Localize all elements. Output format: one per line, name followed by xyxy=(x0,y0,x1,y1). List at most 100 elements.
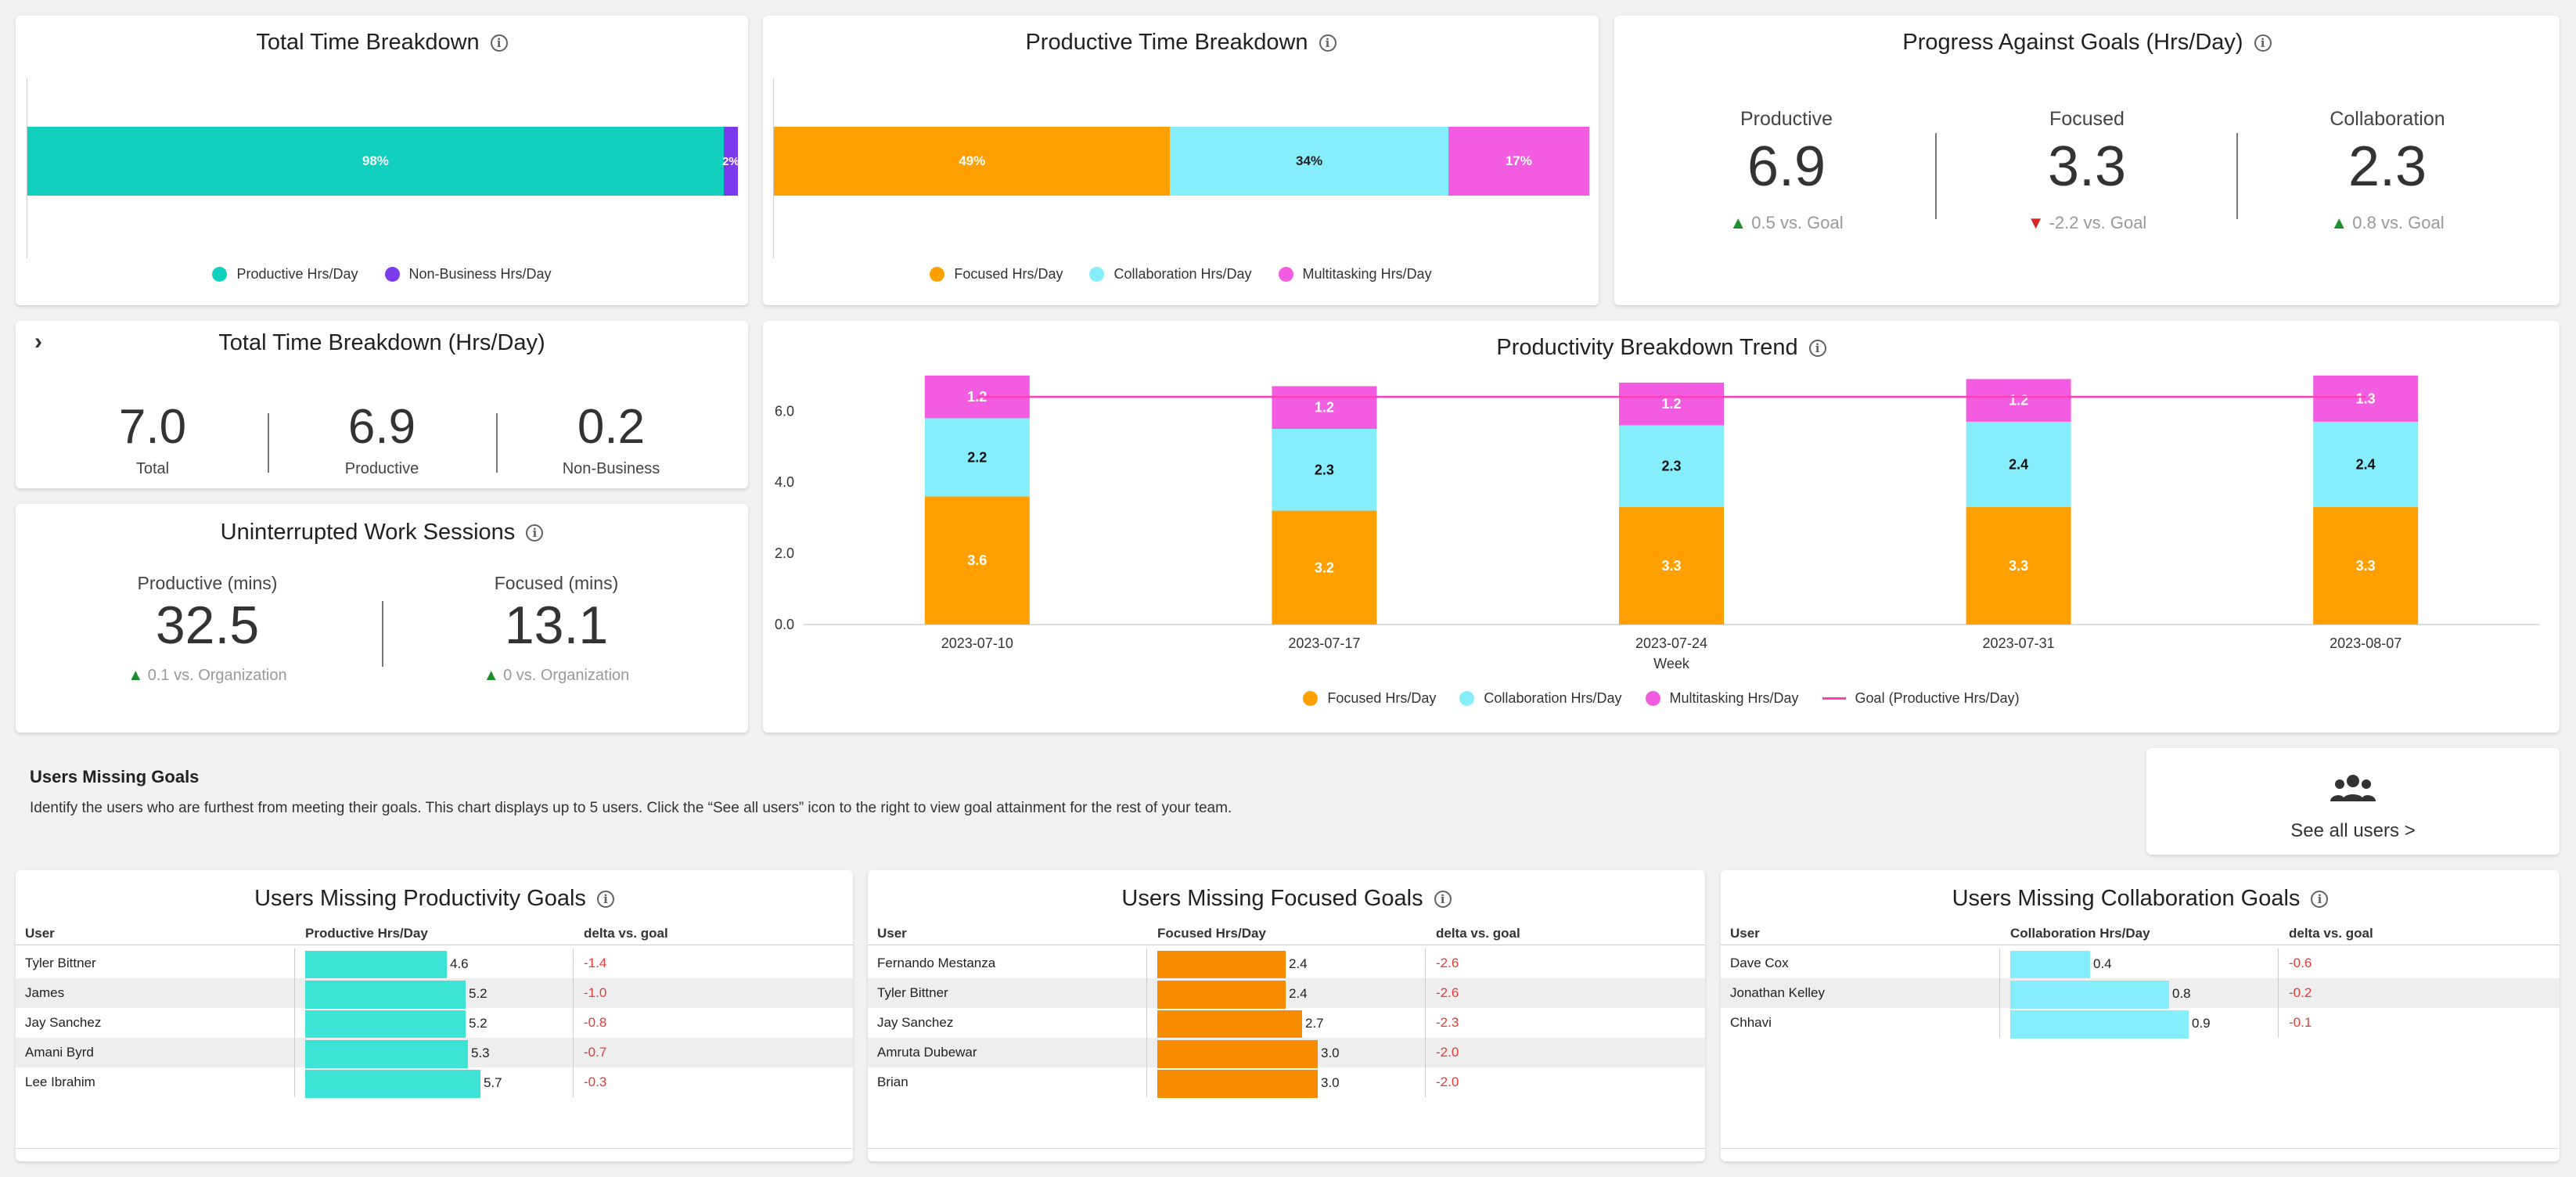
table-row[interactable]: Tyler Bittner 4.6 -1.4 xyxy=(16,948,853,979)
legend-item-multitasking[interactable]: Multitasking Hrs/Day xyxy=(1278,266,1432,283)
table-row[interactable]: Brian 3.0 -2.0 xyxy=(868,1067,1705,1098)
column-header-delta[interactable]: delta vs. goal xyxy=(2289,925,2373,941)
bar-segment[interactable] xyxy=(1619,425,1724,507)
value-bar[interactable] xyxy=(1157,1010,1302,1038)
info-icon[interactable]: i xyxy=(2311,890,2329,908)
table-row[interactable]: Dave Cox 0.4 -0.6 xyxy=(1721,948,2560,979)
table-row[interactable]: Jonathan Kelley 0.8 -0.2 xyxy=(1721,978,2560,1009)
expand-chevron-icon[interactable]: › xyxy=(34,329,42,355)
legend-item-focused[interactable]: Focused Hrs/Day xyxy=(1303,690,1436,707)
table-title: Users Missing Collaboration Goals i xyxy=(1721,886,2560,912)
multitasking-segment[interactable]: 17% xyxy=(1448,127,1589,196)
legend-item-focused[interactable]: Focused Hrs/Day xyxy=(930,266,1063,283)
delta-text: 0.8 vs. Goal xyxy=(2352,213,2445,232)
legend-dot xyxy=(1089,267,1105,282)
column-divider xyxy=(294,1008,295,1038)
table-row[interactable]: Jay Sanchez 2.7 -2.3 xyxy=(868,1008,1705,1038)
column-header-user[interactable]: User xyxy=(25,925,55,941)
table-row[interactable]: Lee Ibrahim 5.7 -0.3 xyxy=(16,1067,853,1098)
column-header-value[interactable]: Collaboration Hrs/Day xyxy=(2010,925,2150,941)
info-icon[interactable]: i xyxy=(2254,34,2272,52)
value-bar[interactable] xyxy=(305,951,447,979)
see-all-users-card[interactable]: See all users > xyxy=(2146,748,2560,855)
bar-segment[interactable] xyxy=(924,418,1030,497)
bar-segment[interactable] xyxy=(1619,382,1724,426)
value-bar[interactable] xyxy=(305,1010,466,1038)
x-tick-label: 2023-08-07 xyxy=(2330,635,2402,651)
bar-segment[interactable] xyxy=(1272,386,1377,429)
bar-segment[interactable] xyxy=(1966,379,2071,422)
column-header-user[interactable]: User xyxy=(877,925,907,941)
column-header-value[interactable]: Productive Hrs/Day xyxy=(305,925,428,941)
value-bar[interactable] xyxy=(305,981,466,1009)
column-header-delta[interactable]: delta vs. goal xyxy=(584,925,668,941)
table-title-text: Users Missing Collaboration Goals xyxy=(1952,886,2301,911)
table-row[interactable]: Tyler Bittner 2.4 -2.6 xyxy=(868,978,1705,1009)
bar-segment[interactable] xyxy=(1966,421,2071,507)
column-header-user[interactable]: User xyxy=(1730,925,1760,941)
value-bar[interactable] xyxy=(1157,1070,1318,1098)
value-bar[interactable] xyxy=(1157,1040,1318,1068)
table-row[interactable]: Amani Byrd 5.3 -0.7 xyxy=(16,1038,853,1068)
value-bar[interactable] xyxy=(2010,1010,2189,1038)
legend-item-goal[interactable]: Goal (Productive Hrs/Day) xyxy=(1822,690,2020,707)
see-all-users-link[interactable]: See all users > xyxy=(2290,820,2416,841)
bar-segment[interactable] xyxy=(1966,507,2071,624)
column-header-delta[interactable]: delta vs. goal xyxy=(1436,925,1520,941)
info-icon[interactable]: i xyxy=(1434,890,1452,908)
legend-item-collaboration[interactable]: Collaboration Hrs/Day xyxy=(1459,690,1622,707)
table-row[interactable]: Jay Sanchez 5.2 -0.8 xyxy=(16,1008,853,1038)
bar-segment[interactable] xyxy=(1272,429,1377,511)
column-divider xyxy=(294,1038,295,1067)
divider xyxy=(2236,133,2238,219)
value-bar[interactable] xyxy=(305,1070,480,1098)
value-bar[interactable] xyxy=(2010,981,2169,1009)
bar-segment[interactable] xyxy=(924,496,1030,624)
value-bar[interactable] xyxy=(1157,981,1286,1009)
kpi-label: Productive xyxy=(344,460,419,477)
user-name: Jonathan Kelley xyxy=(1730,985,1825,1000)
divider xyxy=(268,413,269,473)
table-row[interactable]: Fernando Mestanza 2.4 -2.6 xyxy=(868,948,1705,979)
value-bar[interactable] xyxy=(2010,951,2090,979)
bar-segment[interactable] xyxy=(2313,507,2419,624)
legend-item-productive[interactable]: Productive Hrs/Day xyxy=(212,266,358,283)
column-divider xyxy=(294,1067,295,1097)
progress-goals-card: Progress Against Goals (Hrs/Day) i Produ… xyxy=(1614,16,2560,305)
column-header-value[interactable]: Focused Hrs/Day xyxy=(1157,925,1266,941)
users-group-icon xyxy=(2330,775,2376,801)
user-name: Tyler Bittner xyxy=(877,985,948,1000)
delta-value: -2.6 xyxy=(1436,956,1459,970)
kpi-label: Total xyxy=(135,460,170,477)
bar-segment[interactable] xyxy=(1272,510,1377,624)
legend-dot xyxy=(1278,267,1293,282)
info-icon[interactable]: i xyxy=(596,890,614,908)
bar-segment[interactable] xyxy=(1619,507,1724,624)
y-axis-line xyxy=(773,78,774,258)
card-title: Productive Time Breakdown i xyxy=(763,30,1599,56)
info-icon[interactable]: i xyxy=(1808,339,1826,357)
table-row[interactable]: Chhavi 0.9 -0.1 xyxy=(1721,1008,2560,1038)
productive-time-bar: 49% 34% 17% xyxy=(774,127,1589,196)
bar-segment[interactable] xyxy=(2313,421,2419,507)
non-business-segment[interactable]: 2% xyxy=(722,127,739,196)
legend-item-non-business[interactable]: Non-Business Hrs/Day xyxy=(384,266,552,283)
kpi-value: 2.3 xyxy=(2348,135,2427,198)
legend-item-collaboration[interactable]: Collaboration Hrs/Day xyxy=(1089,266,1252,283)
info-icon[interactable]: i xyxy=(526,524,544,542)
value-bar[interactable] xyxy=(1157,951,1286,979)
column-divider xyxy=(1425,1067,1426,1097)
table-row[interactable]: Amruta Dubewar 3.0 -2.0 xyxy=(868,1038,1705,1068)
legend-label: Productive Hrs/Day xyxy=(236,266,358,282)
table-row[interactable]: James 5.2 -1.0 xyxy=(16,978,853,1009)
focused-segment[interactable]: 49% xyxy=(774,127,1171,196)
legend-item-multitasking[interactable]: Multitasking Hrs/Day xyxy=(1645,690,1799,707)
total-time-bar: 98% 2% xyxy=(27,127,739,196)
productive-segment[interactable]: 98% xyxy=(27,127,724,196)
info-icon[interactable]: i xyxy=(1319,34,1337,52)
value-bar[interactable] xyxy=(305,1040,468,1068)
collaboration-segment[interactable]: 34% xyxy=(1170,127,1448,196)
info-icon[interactable]: i xyxy=(490,34,508,52)
trend-chart: 0.0 2.0 4.0 6.0 3.6 2.2 1.2 2023-07-10 3.2 2.3 1.2… xyxy=(775,375,2539,671)
bar-segment[interactable] xyxy=(2313,375,2419,422)
